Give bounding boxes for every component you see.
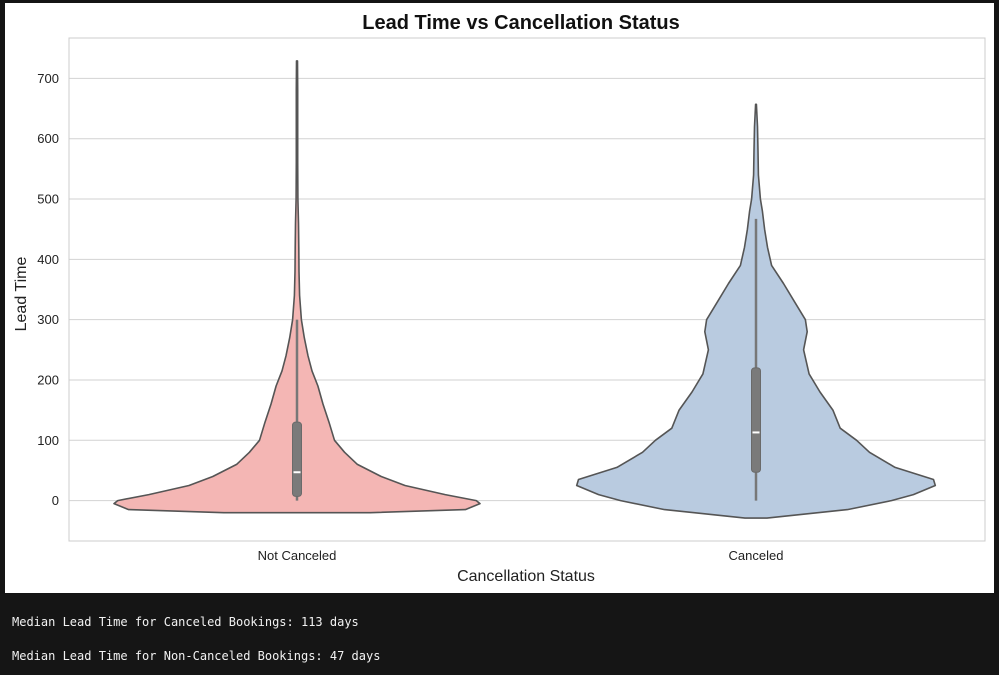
violin-chart: Lead Time vs Cancellation Status 0 100 200… (13, 12, 986, 585)
x-tick-label: Canceled (729, 548, 784, 563)
y-tick-label: 400 (37, 252, 59, 267)
chart-figure: Lead Time vs Cancellation Status 0 100 200… (5, 3, 994, 593)
y-tick-label: 600 (37, 131, 59, 146)
plot-frame (68, 37, 986, 542)
y-tick-label: 300 (37, 312, 59, 327)
y-tick-label: 700 (37, 71, 59, 86)
violin-iqr-box (751, 367, 761, 473)
y-tick-label: 0 (52, 493, 59, 508)
violin-body-0 (113, 60, 481, 514)
x-tick-label: Not Canceled (258, 548, 337, 563)
output-line-canceled-median: Median Lead Time for Canceled Bookings: … (12, 615, 359, 629)
y-tick-label: 500 (37, 192, 59, 207)
y-tick-label: 200 (37, 372, 59, 387)
y-axis-label: Lead Time (13, 257, 30, 332)
violin-iqr-box (292, 421, 302, 497)
chart-title: Lead Time vs Cancellation Status (362, 12, 680, 34)
y-tick-label: 100 (37, 433, 59, 448)
cell-output: Median Lead Time for Canceled Bookings: … (0, 594, 999, 675)
output-line-noncanceled-median: Median Lead Time for Non-Canceled Bookin… (12, 649, 381, 663)
x-axis-label: Cancellation Status (457, 568, 595, 585)
